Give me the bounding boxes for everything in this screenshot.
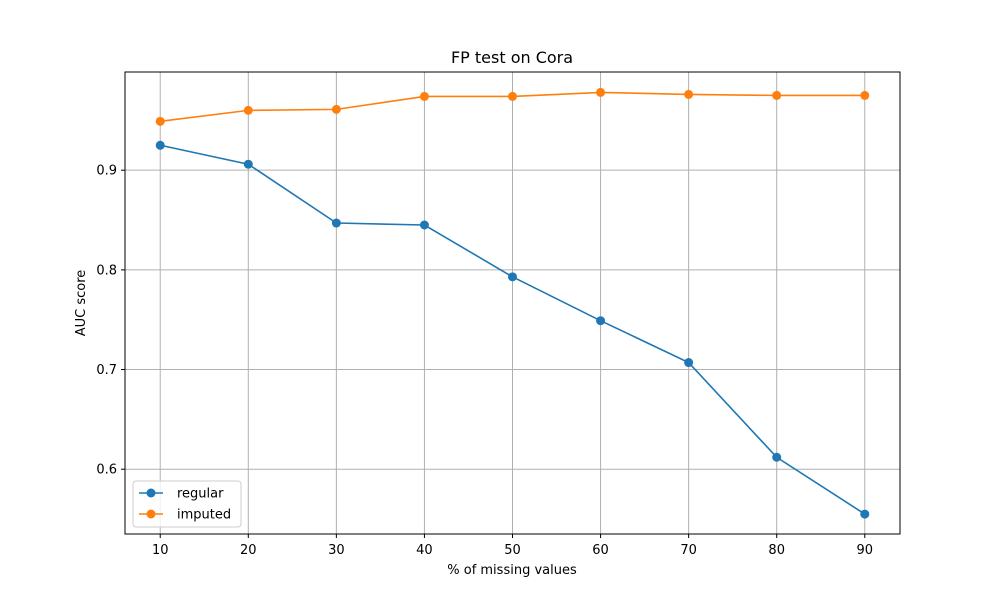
data-point-imputed — [508, 91, 517, 101]
y-axis-label: AUC score — [74, 270, 89, 337]
data-point-regular — [419, 220, 429, 230]
y-tick-label: 0.6 — [96, 463, 117, 478]
grid — [125, 72, 900, 534]
data-point-imputed — [684, 89, 694, 99]
legend-label: regular — [177, 487, 224, 502]
data-point-imputed — [596, 87, 606, 97]
x-tick-label: 40 — [416, 543, 433, 558]
legend: regular imputed — [132, 480, 242, 528]
data-point-regular — [508, 272, 517, 282]
x-tick-label: 60 — [592, 543, 609, 558]
data-point-imputed — [860, 90, 870, 100]
x-tick-label: 70 — [680, 543, 697, 558]
data-point-regular — [331, 218, 341, 228]
chart-title: FP test on Cora — [451, 48, 573, 67]
data-point-imputed — [419, 91, 429, 101]
y-axis-ticks: 0.6 0.7 0.8 0.9 — [96, 164, 125, 478]
x-tick-label: 30 — [328, 543, 345, 558]
data-point-imputed — [155, 116, 165, 126]
x-tick-label: 10 — [152, 543, 169, 558]
legend-marker — [146, 509, 156, 519]
legend-marker — [146, 488, 156, 498]
data-point-imputed — [331, 104, 341, 114]
x-axis-label: % of missing values — [447, 563, 577, 578]
data-point-regular — [155, 140, 165, 150]
x-tick-label: 80 — [768, 543, 785, 558]
legend-label: imputed — [177, 508, 231, 523]
data-point-regular — [243, 159, 253, 169]
series-regular — [155, 140, 870, 519]
data-point-regular — [860, 509, 870, 519]
data-point-imputed — [772, 90, 782, 100]
legend-item-regular: regular — [139, 487, 224, 502]
x-axis-ticks: 10 20 30 40 50 60 70 80 90 — [152, 534, 873, 558]
y-tick-label: 0.7 — [96, 363, 117, 378]
series-group — [155, 87, 870, 519]
x-tick-label: 90 — [856, 543, 873, 558]
x-tick-label: 50 — [504, 543, 521, 558]
legend-item-imputed: imputed — [139, 508, 231, 523]
data-point-imputed — [243, 105, 253, 115]
y-tick-label: 0.9 — [96, 164, 117, 179]
data-point-regular — [596, 316, 606, 326]
x-tick-label: 20 — [240, 543, 257, 558]
data-point-regular — [684, 358, 694, 368]
y-tick-label: 0.8 — [96, 263, 117, 278]
series-imputed — [155, 87, 870, 126]
data-point-regular — [772, 452, 782, 462]
